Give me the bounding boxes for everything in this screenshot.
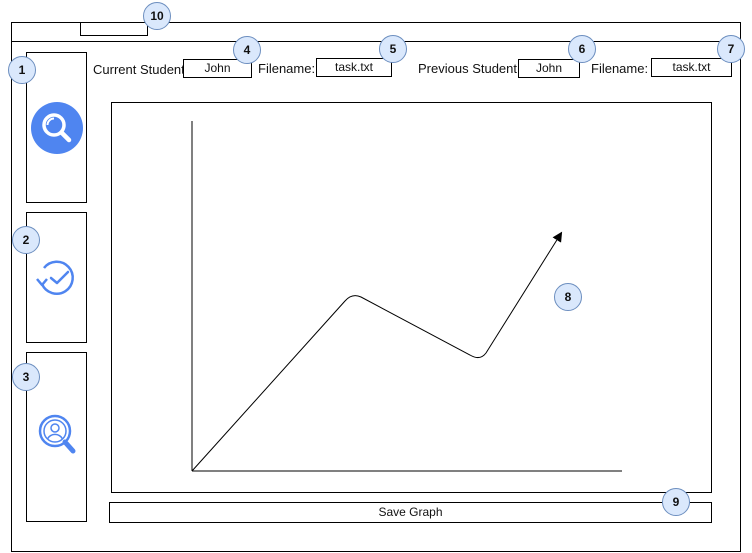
callout-marker-4: 4 xyxy=(233,36,261,64)
callout-marker-2: 2 xyxy=(12,226,40,254)
student-search-button[interactable] xyxy=(26,352,87,522)
title-bar xyxy=(11,22,741,42)
progress-graph xyxy=(191,121,622,472)
previous-student-label: Previous Student: xyxy=(418,61,521,76)
previous-student-field[interactable]: John xyxy=(518,59,580,78)
current-student-label: Current Student: xyxy=(93,62,189,77)
callout-marker-3: 3 xyxy=(12,363,40,391)
window-frame xyxy=(11,22,741,552)
search-icon xyxy=(30,101,83,154)
callout-marker-5: 5 xyxy=(379,35,407,63)
current-filename-field[interactable]: task.txt xyxy=(316,58,392,77)
trend-line xyxy=(191,231,563,472)
window-tab[interactable] xyxy=(80,22,148,36)
graph-area[interactable] xyxy=(111,102,712,493)
current-student-field[interactable]: John xyxy=(183,59,252,78)
save-graph-button[interactable]: Save Graph xyxy=(109,502,712,523)
search-button[interactable] xyxy=(26,52,87,203)
current-filename-label: Filename: xyxy=(258,61,316,76)
previous-filename-label: Filename: xyxy=(591,61,649,76)
callout-marker-8: 8 xyxy=(554,283,582,311)
callout-marker-6: 6 xyxy=(568,35,596,63)
history-check-icon xyxy=(35,260,74,295)
callout-marker-9: 9 xyxy=(662,488,690,516)
callout-marker-1: 1 xyxy=(8,56,36,84)
previous-filename-field[interactable]: task.txt xyxy=(651,58,732,77)
user-search-icon xyxy=(38,414,75,454)
callout-marker-10: 10 xyxy=(143,2,171,30)
callout-marker-7: 7 xyxy=(717,35,745,63)
